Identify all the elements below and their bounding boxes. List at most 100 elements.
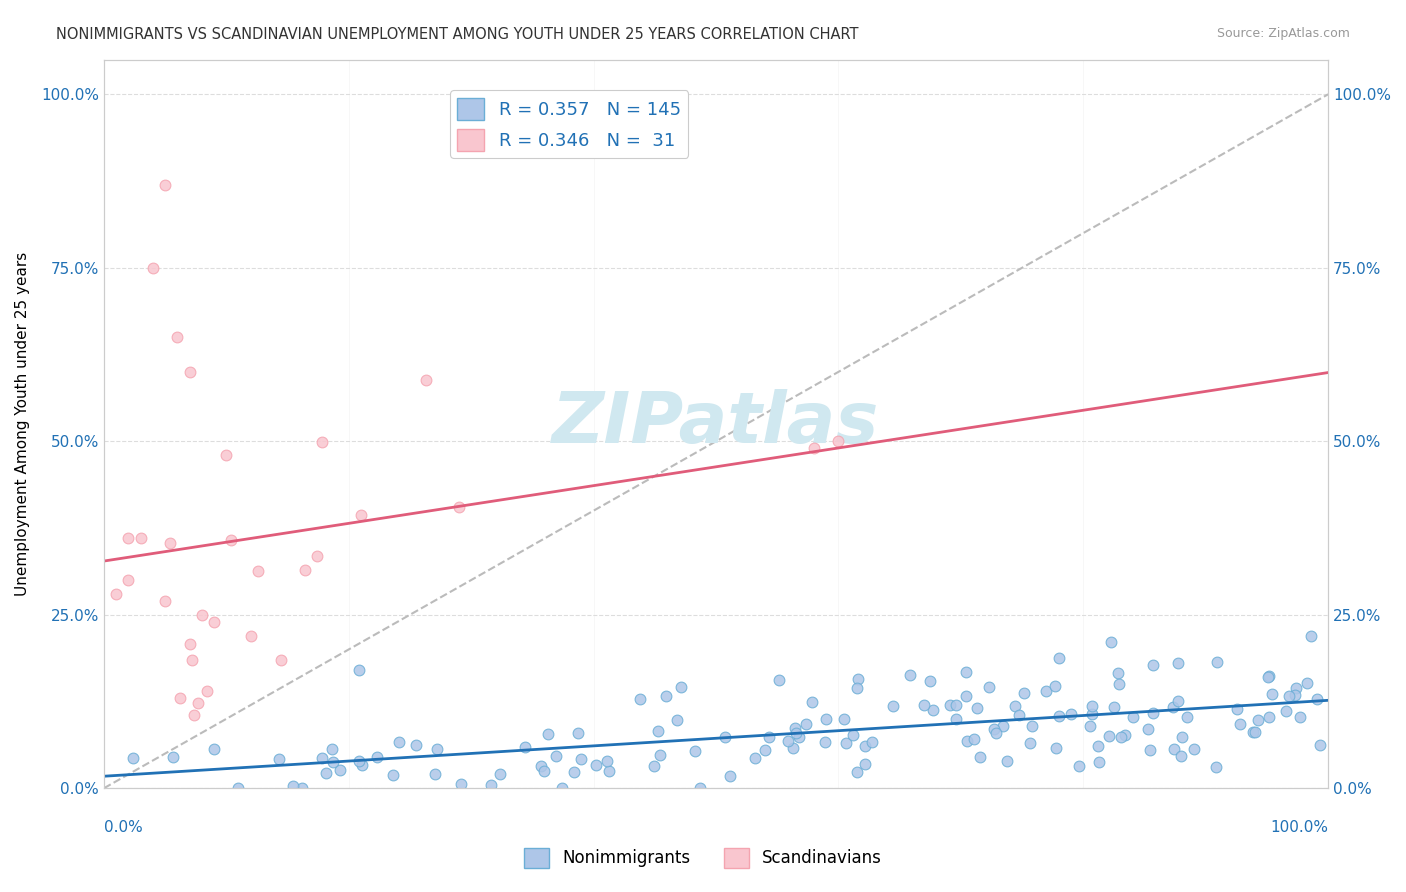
Point xyxy=(1087,739,1109,754)
Point xyxy=(1035,684,1057,698)
Legend: Nonimmigrants, Scandinavians: Nonimmigrants, Scandinavians xyxy=(517,841,889,875)
Point xyxy=(1257,670,1279,684)
Point xyxy=(450,777,472,791)
Point xyxy=(546,748,568,763)
Point xyxy=(219,533,242,548)
Point xyxy=(785,725,807,739)
Point xyxy=(991,719,1014,733)
Point xyxy=(832,712,855,726)
Point xyxy=(785,721,807,735)
Point xyxy=(939,698,962,713)
Point xyxy=(647,723,669,738)
Point xyxy=(1299,628,1322,642)
Point xyxy=(1175,709,1198,723)
Point xyxy=(191,607,214,622)
Point xyxy=(1122,710,1144,724)
Point xyxy=(281,779,304,793)
Point xyxy=(1081,707,1104,722)
Point xyxy=(846,672,869,686)
Point xyxy=(1102,700,1125,714)
Point xyxy=(270,653,292,667)
Point xyxy=(311,750,333,764)
Point xyxy=(551,781,574,796)
Point xyxy=(488,766,510,780)
Point xyxy=(1205,655,1227,669)
Point xyxy=(845,764,868,779)
Point xyxy=(117,573,139,587)
Point xyxy=(1305,692,1327,706)
Point xyxy=(1171,730,1194,744)
Point xyxy=(1109,730,1132,744)
Point xyxy=(986,725,1008,739)
Point xyxy=(382,768,405,782)
Point xyxy=(1167,657,1189,671)
Point xyxy=(1047,651,1070,665)
Point xyxy=(321,755,343,769)
Point xyxy=(1278,689,1301,703)
Point xyxy=(1142,657,1164,672)
Point xyxy=(121,751,143,765)
Point xyxy=(202,741,225,756)
Point xyxy=(955,665,977,679)
Point xyxy=(598,764,620,778)
Point xyxy=(835,736,858,750)
Point xyxy=(1021,719,1043,733)
Point xyxy=(1244,725,1267,739)
Point xyxy=(366,749,388,764)
Point xyxy=(803,441,825,455)
Point xyxy=(246,565,269,579)
Point xyxy=(1182,741,1205,756)
Point xyxy=(718,769,741,783)
Point xyxy=(862,735,884,749)
Point xyxy=(1060,706,1083,721)
Point xyxy=(180,653,202,667)
Point xyxy=(267,752,290,766)
Point xyxy=(1258,669,1281,683)
Point xyxy=(1226,701,1249,715)
Point xyxy=(768,673,790,687)
Point xyxy=(689,781,711,796)
Point xyxy=(794,716,817,731)
Point xyxy=(922,703,945,717)
Point xyxy=(1108,677,1130,691)
Point xyxy=(449,500,471,515)
Point xyxy=(683,744,706,758)
Point xyxy=(423,767,446,781)
Point xyxy=(945,713,967,727)
Point xyxy=(183,707,205,722)
Point xyxy=(329,764,352,778)
Point xyxy=(853,739,876,754)
Point xyxy=(1008,708,1031,723)
Point xyxy=(1047,709,1070,723)
Point xyxy=(1167,694,1189,708)
Point xyxy=(827,434,849,449)
Point xyxy=(1018,736,1040,750)
Point xyxy=(1099,635,1122,649)
Point xyxy=(1258,710,1281,724)
Text: 100.0%: 100.0% xyxy=(1270,820,1329,835)
Point xyxy=(1069,759,1091,773)
Point xyxy=(1247,714,1270,728)
Point xyxy=(1163,742,1185,756)
Point xyxy=(842,728,865,742)
Point xyxy=(744,751,766,765)
Point xyxy=(481,778,503,792)
Point xyxy=(977,681,1000,695)
Point xyxy=(969,750,991,764)
Point xyxy=(956,733,979,747)
Point xyxy=(153,178,176,192)
Point xyxy=(405,738,427,752)
Point xyxy=(1274,704,1296,718)
Point xyxy=(569,752,592,766)
Point xyxy=(537,727,560,741)
Point xyxy=(963,732,986,747)
Point xyxy=(1107,665,1129,680)
Point xyxy=(1114,728,1136,742)
Point xyxy=(782,740,804,755)
Y-axis label: Unemployment Among Youth under 25 years: Unemployment Among Youth under 25 years xyxy=(15,252,30,596)
Point xyxy=(117,532,139,546)
Point xyxy=(129,532,152,546)
Point xyxy=(814,735,837,749)
Point xyxy=(347,663,370,677)
Point xyxy=(202,615,225,629)
